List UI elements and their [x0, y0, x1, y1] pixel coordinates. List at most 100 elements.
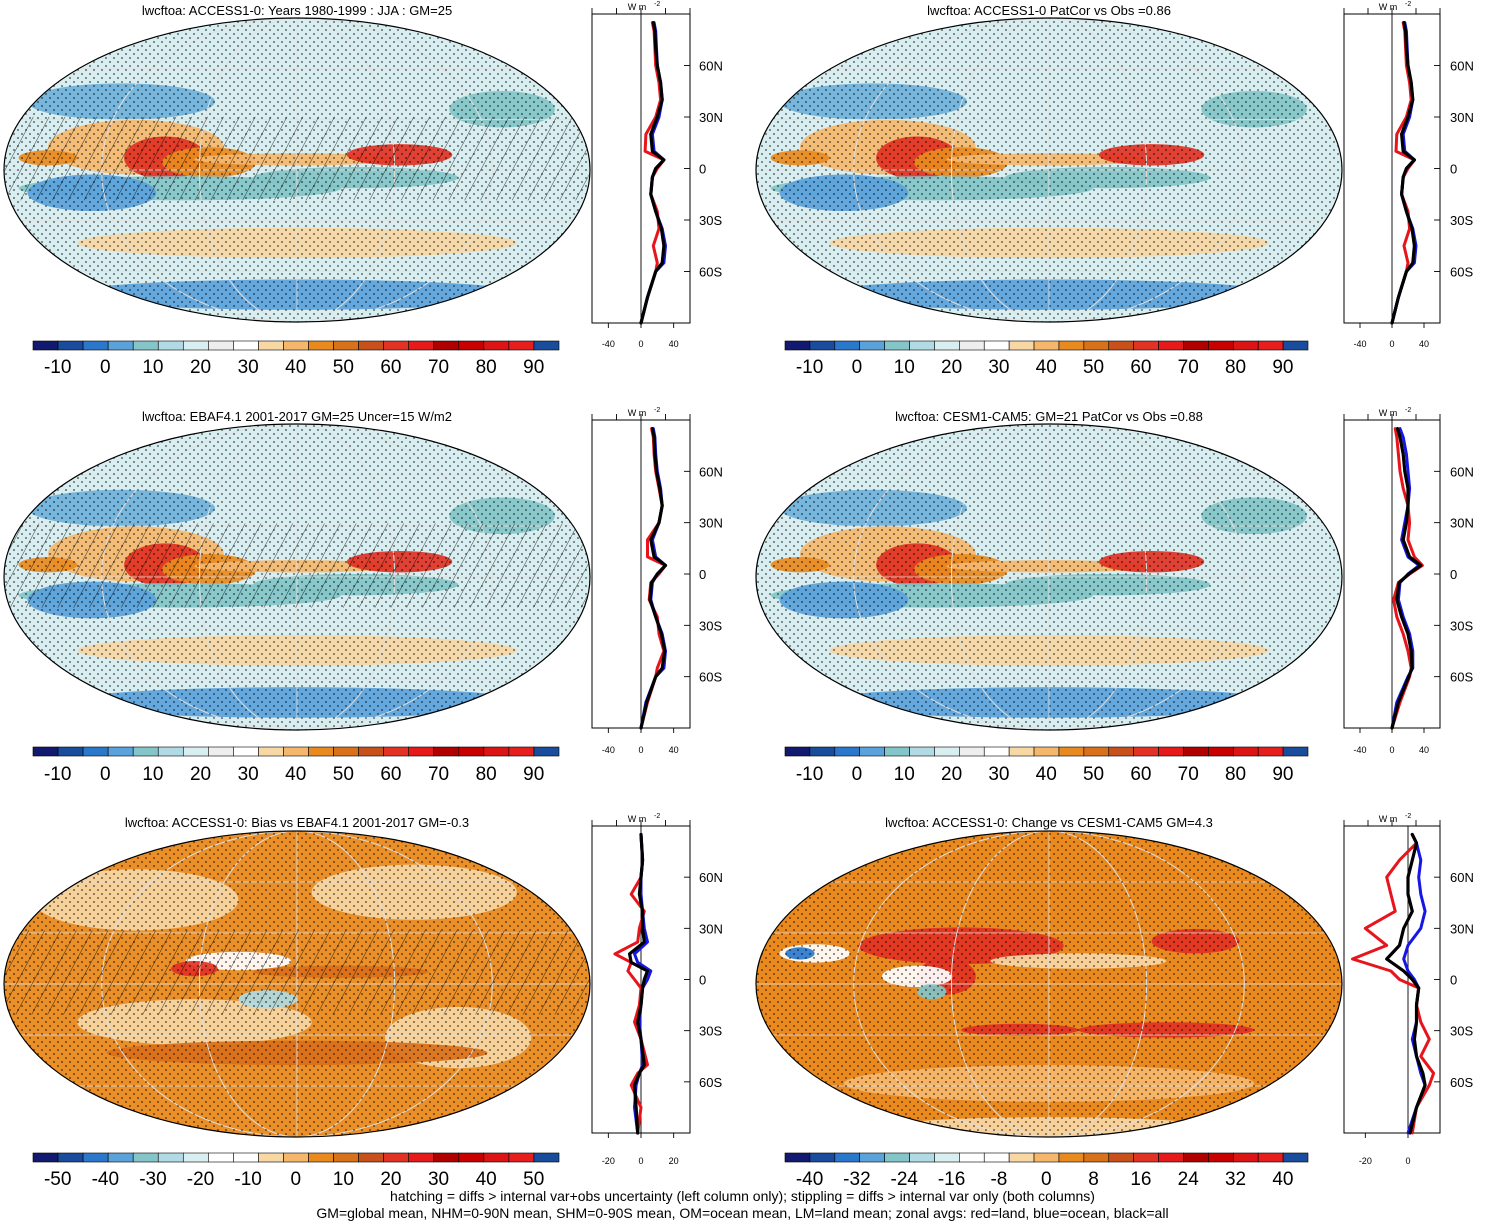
colorbar-swatch [384, 341, 409, 350]
colorbar-swatch [208, 747, 233, 756]
zonal-unit-label: W m [628, 2, 647, 12]
colorbar-label: 20 [190, 357, 211, 378]
colorbar-label: 60 [380, 357, 401, 378]
colorbar-label: 10 [894, 357, 915, 378]
colorbar-swatch [459, 341, 484, 350]
colorbar-swatch [810, 747, 835, 756]
colorbar-swatch [1084, 1153, 1109, 1162]
colorbar-swatch [1109, 747, 1134, 756]
colorbar-swatch [484, 747, 509, 756]
colorbar-label: -10 [234, 1169, 261, 1190]
colorbar-swatch [1258, 747, 1283, 756]
zonal-unit-exponent: -2 [654, 1, 660, 8]
colorbar-label: -10 [796, 357, 823, 378]
colorbar-label: -10 [44, 357, 71, 378]
panel-title: lwcftoa: ACCESS1-0: Change vs CESM1-CAM5… [885, 815, 1213, 830]
zonal-unit-exponent: -2 [1405, 407, 1411, 414]
colorbar-swatch [183, 341, 208, 350]
zonal-x-label: 0 [638, 339, 643, 349]
colorbar-swatch [83, 341, 108, 350]
colorbar-swatch [384, 1153, 409, 1162]
colorbar-swatch [309, 341, 334, 350]
zonal-lat-label: 60N [1450, 59, 1474, 74]
zonal-unit-label: W m [1379, 814, 1398, 824]
colorbar-label: 16 [1130, 1169, 1151, 1190]
colorbar-swatch [459, 747, 484, 756]
colorbar-swatch [409, 341, 434, 350]
zonal-unit-label: W m [628, 814, 647, 824]
colorbar-label: 0 [852, 357, 863, 378]
zonal-x-label: 40 [669, 745, 679, 755]
zonal-lat-label: 60S [699, 670, 722, 685]
colorbar-swatch [910, 747, 935, 756]
map-field [756, 18, 1342, 322]
zonal-lat-label: 30N [1450, 110, 1474, 125]
colorbar-label: 30 [238, 357, 259, 378]
colorbar-swatch [1084, 341, 1109, 350]
colorbar-label: 80 [476, 764, 497, 785]
colorbar-swatch [158, 341, 183, 350]
zonal-unit-exponent: -2 [1405, 1, 1411, 8]
zonal-x-label: -20 [602, 1156, 615, 1166]
colorbar-swatch [208, 341, 233, 350]
panel-access-patcor: lwcftoa: ACCESS1-0 PatCor vs Obs =0.86-1… [756, 1, 1474, 378]
colorbar-label: 10 [142, 357, 163, 378]
zonal-lat-label: 60N [699, 870, 723, 885]
colorbar-swatch [83, 1153, 108, 1162]
colorbar-swatch [835, 1153, 860, 1162]
colorbar-swatch [133, 747, 158, 756]
colorbar-label: 24 [1178, 1169, 1200, 1190]
stippling-layer [756, 831, 1342, 1137]
colorbar-swatch [1233, 747, 1258, 756]
colorbar-swatch [1134, 341, 1159, 350]
colorbar-swatch [959, 1153, 984, 1162]
colorbar-label: 70 [1178, 357, 1199, 378]
zonal-lat-label: 30S [1450, 1024, 1473, 1039]
colorbar-label: 10 [894, 764, 915, 785]
colorbar-label: -40 [796, 1169, 823, 1190]
colorbar-swatch [810, 341, 835, 350]
colorbar-swatch [258, 1153, 283, 1162]
colorbar-swatch [984, 341, 1009, 350]
colorbar-label: 70 [428, 357, 449, 378]
colorbar-swatch [108, 341, 133, 350]
zonal-lat-label: 30S [699, 618, 722, 633]
colorbar-label: 70 [1178, 764, 1199, 785]
colorbar-swatch [785, 747, 810, 756]
zonal-unit-label: W m [1379, 2, 1398, 12]
colorbar-swatch [409, 747, 434, 756]
footer-note-1: hatching = diffs > internal var+obs unce… [0, 1188, 1485, 1205]
zonal-x-label: 0 [1405, 1156, 1410, 1166]
colorbar-label: -50 [44, 1169, 71, 1190]
zonal-lat-label: 60S [699, 1075, 722, 1090]
colorbar-swatch [283, 1153, 308, 1162]
colorbar-label: 60 [1130, 357, 1151, 378]
colorbar-label: 40 [285, 764, 306, 785]
panel-title: lwcftoa: ACCESS1-0: Bias vs EBAF4.1 2001… [125, 815, 469, 830]
colorbar-label: 90 [1272, 764, 1293, 785]
colorbar-swatch [258, 341, 283, 350]
zonal-unit-label: W m [628, 408, 647, 418]
colorbar-swatch [233, 1153, 258, 1162]
colorbar-label: 40 [1036, 764, 1057, 785]
zonal-unit-label: W m [1379, 408, 1398, 418]
colorbar-swatch [459, 1153, 484, 1162]
colorbar-swatch [1233, 1153, 1258, 1162]
colorbar-label: 10 [333, 1169, 354, 1190]
colorbar-label: 50 [333, 357, 354, 378]
colorbar-label: -30 [139, 1169, 166, 1190]
zonal-lat-label: 60S [1450, 1075, 1473, 1090]
colorbar-label: 8 [1088, 1169, 1099, 1190]
colorbar-label: 70 [428, 764, 449, 785]
colorbar-swatch [860, 747, 885, 756]
colorbar-swatch [1059, 341, 1084, 350]
footer-note-2: GM=global mean, NHM=0-90N mean, SHM=0-90… [0, 1205, 1485, 1222]
map-field [756, 424, 1342, 730]
colorbar-swatch [1009, 747, 1034, 756]
zonal-lat-label: 30N [1450, 921, 1474, 936]
colorbar-swatch [1109, 341, 1134, 350]
zonal-lat-label: 60S [1450, 670, 1473, 685]
zonal-x-label: 40 [1419, 745, 1429, 755]
